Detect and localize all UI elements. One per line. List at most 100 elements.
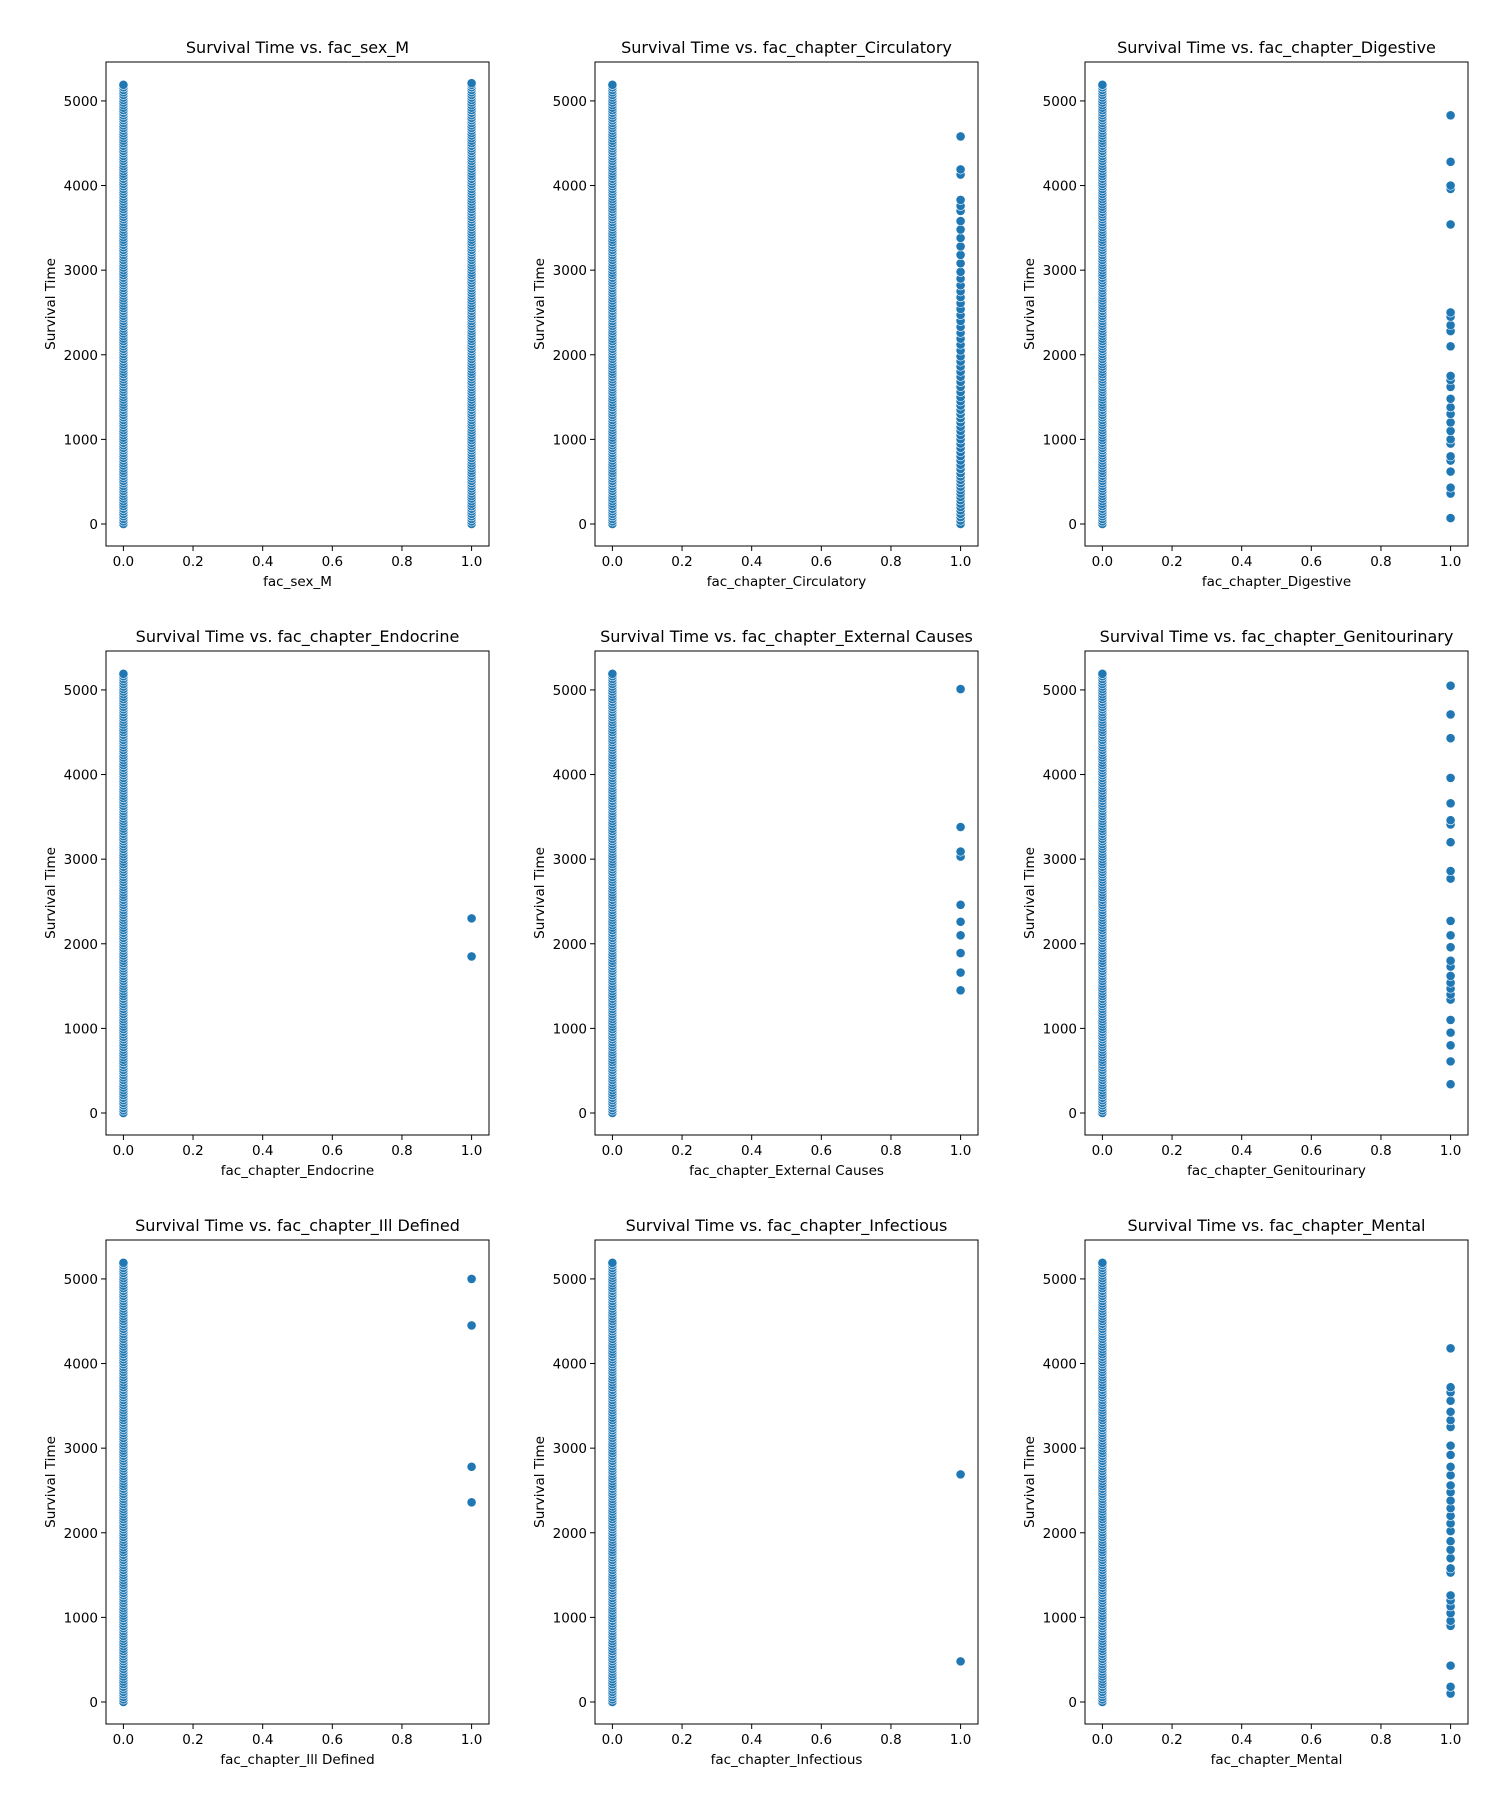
scatter-points — [1097, 1257, 1456, 1707]
scatter-point — [1445, 466, 1456, 477]
y-axis-label: Survival Time — [43, 258, 59, 350]
scatter-point — [955, 899, 966, 910]
y-axis: 0 1000 2000 3000 4000 5000 Survival Time — [43, 1272, 106, 1711]
x-tick-label: 1.0 — [461, 1143, 482, 1159]
scatter-point — [1445, 482, 1456, 493]
y-tick-label: 1000 — [64, 1610, 98, 1626]
x-tick-label: 0.6 — [322, 1143, 343, 1159]
y-tick-label: 4000 — [553, 768, 587, 784]
scatter-point — [955, 258, 966, 269]
subplot-title: Survival Time vs. fac_chapter_Infectious — [626, 1216, 948, 1236]
x-tick-label: 0.2 — [1161, 554, 1182, 570]
scatter-point — [955, 967, 966, 978]
y-tick-label: 5000 — [64, 1272, 98, 1288]
x-tick-label: 0.6 — [322, 554, 343, 570]
scatter-point — [1445, 307, 1456, 318]
scatter-point — [1445, 1343, 1456, 1354]
subplot-title: Survival Time vs. fac_chapter_Genitourin… — [1100, 627, 1454, 647]
scatter-point — [1445, 393, 1456, 404]
y-tick-label: 3000 — [553, 852, 587, 868]
scatter-point — [466, 1497, 477, 1508]
x-tick-label: 0.6 — [811, 1732, 832, 1748]
y-tick-label: 3000 — [1043, 263, 1077, 279]
x-axis: 0.0 0.2 0.4 0.6 0.8 1.0 fac_chapter_Circulator… — [602, 546, 971, 590]
y-tick-label: 3000 — [1043, 852, 1077, 868]
y-tick-label: 4000 — [64, 1357, 98, 1373]
y-tick-label: 1000 — [553, 1021, 587, 1037]
y-axis-label: Survival Time — [1022, 1436, 1038, 1528]
plot-frame — [105, 1239, 490, 1725]
plot-frame — [1084, 1239, 1469, 1725]
x-axis-label: fac_chapter_Ill Defined — [220, 1752, 374, 1768]
scatter-point — [955, 948, 966, 958]
scatter-point — [466, 913, 477, 924]
x-tick-label: 0.2 — [671, 554, 692, 570]
scatter-point — [955, 846, 966, 857]
x-tick-label: 0.6 — [1301, 1143, 1322, 1159]
y-tick-label: 2000 — [1043, 348, 1077, 364]
scatter-point — [955, 241, 966, 252]
scatter-point — [1445, 1480, 1456, 1491]
y-axis: 0 1000 2000 3000 4000 5000 Survival Time — [1022, 94, 1085, 533]
scatter-point — [955, 266, 966, 277]
y-tick-label: 4000 — [64, 768, 98, 784]
x-tick-label: 0.0 — [1092, 554, 1113, 570]
x-axis: 0.0 0.2 0.4 0.6 0.8 1.0 fac_chapter_Genitourin… — [1092, 1135, 1461, 1179]
x-axis-label: fac_sex_M — [263, 574, 332, 590]
x-tick-label: 0.2 — [671, 1143, 692, 1159]
x-axis-label: fac_chapter_External Causes — [689, 1163, 884, 1179]
x-axis-label: fac_chapter_Endocrine — [221, 1163, 374, 1179]
x-axis: 0.0 0.2 0.4 0.6 0.8 1.0 fac_chapter_Endocrine — [113, 1135, 482, 1179]
scatter-point — [1445, 320, 1456, 331]
x-tick-label: 0.4 — [252, 1143, 273, 1159]
scatter-point — [955, 1469, 966, 1480]
scatter-point — [1445, 1590, 1456, 1601]
subplot-3: Survival Time vs. fac_chapter_Digestive 0… — [1022, 38, 1469, 590]
y-tick-label: 5000 — [1043, 1272, 1077, 1288]
scatter-point — [1445, 1461, 1456, 1472]
subplot-title: Survival Time vs. fac_chapter_Mental — [1128, 1216, 1426, 1236]
x-tick-label: 0.2 — [182, 1732, 203, 1748]
x-tick-label: 0.4 — [252, 554, 273, 570]
scatter-point — [1445, 1406, 1456, 1417]
x-tick-label: 0.8 — [391, 1732, 412, 1748]
scatter-point — [1445, 1553, 1456, 1564]
y-tick-label: 5000 — [553, 94, 587, 110]
scatter-point — [1445, 1415, 1456, 1426]
scatter-point — [1097, 668, 1108, 679]
scatter-point — [1097, 1257, 1108, 1268]
y-tick-label: 1000 — [1043, 432, 1077, 448]
y-tick-label: 0 — [1068, 1106, 1077, 1122]
y-tick-label: 0 — [578, 1106, 587, 1122]
subplot-title: Survival Time vs. fac_chapter_Digestive — [1117, 38, 1436, 58]
scatter-point — [1445, 955, 1456, 966]
x-tick-label: 0.6 — [811, 554, 832, 570]
y-tick-label: 5000 — [1043, 683, 1077, 699]
scatter-point — [1445, 1382, 1456, 1393]
x-tick-label: 0.2 — [671, 1732, 692, 1748]
y-tick-label: 2000 — [64, 937, 98, 953]
y-axis-label: Survival Time — [532, 847, 548, 939]
scatter-point — [1097, 79, 1108, 90]
scatter-point — [1445, 1563, 1456, 1574]
scatter-point — [1445, 942, 1456, 953]
scatter-point — [1445, 434, 1456, 445]
scatter-point — [1445, 815, 1456, 826]
y-tick-label: 0 — [89, 517, 98, 533]
x-tick-label: 1.0 — [950, 1143, 971, 1159]
x-tick-label: 1.0 — [1440, 1732, 1461, 1748]
y-axis: 0 1000 2000 3000 4000 5000 Survival Time — [1022, 683, 1085, 1122]
x-tick-label: 0.2 — [182, 554, 203, 570]
scatter-point — [1445, 798, 1456, 809]
scatter-point — [1445, 930, 1456, 941]
plot-frame — [594, 61, 979, 547]
y-axis: 0 1000 2000 3000 4000 5000 Survival Time — [532, 94, 595, 533]
scatter-point — [1445, 110, 1456, 121]
subplot-5: Survival Time vs. fac_chapter_External C… — [532, 627, 979, 1179]
x-axis-label: fac_chapter_Circulatory — [707, 574, 866, 590]
x-tick-label: 0.4 — [741, 554, 762, 570]
scatter-point — [1445, 1395, 1456, 1406]
y-tick-label: 3000 — [553, 263, 587, 279]
